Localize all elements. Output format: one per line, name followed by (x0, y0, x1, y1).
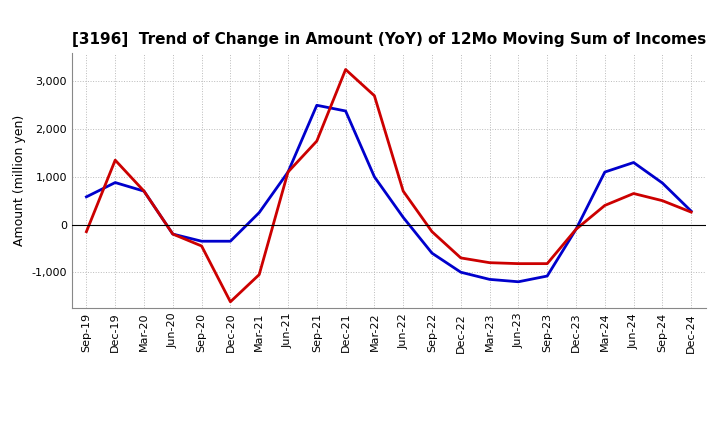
Ordinary Income (485, 277, 494, 282)
Net Income (341, 67, 350, 72)
Net Income (572, 227, 580, 232)
Net Income (687, 209, 696, 215)
Net Income (370, 93, 379, 99)
Ordinary Income (543, 273, 552, 279)
Net Income (197, 243, 206, 249)
Net Income (226, 299, 235, 304)
Ordinary Income (197, 238, 206, 244)
Net Income (600, 203, 609, 208)
Net Income (82, 229, 91, 235)
Line: Net Income: Net Income (86, 70, 691, 302)
Ordinary Income (428, 250, 436, 256)
Ordinary Income (341, 108, 350, 114)
Ordinary Income (111, 180, 120, 185)
Net Income (514, 261, 523, 266)
Net Income (658, 198, 667, 203)
Ordinary Income (658, 180, 667, 186)
Net Income (140, 188, 148, 194)
Net Income (456, 255, 465, 260)
Net Income (543, 261, 552, 266)
Net Income (629, 191, 638, 196)
Ordinary Income (82, 194, 91, 199)
Line: Ordinary Income: Ordinary Income (86, 105, 691, 282)
Ordinary Income (687, 209, 696, 214)
Net Income (284, 169, 292, 175)
Ordinary Income (168, 231, 177, 237)
Ordinary Income (399, 215, 408, 220)
Y-axis label: Amount (million yen): Amount (million yen) (13, 115, 26, 246)
Net Income (111, 158, 120, 163)
Ordinary Income (284, 169, 292, 175)
Net Income (168, 231, 177, 237)
Ordinary Income (514, 279, 523, 284)
Ordinary Income (572, 227, 580, 232)
Title: [3196]  Trend of Change in Amount (YoY) of 12Mo Moving Sum of Incomes: [3196] Trend of Change in Amount (YoY) o… (72, 33, 706, 48)
Ordinary Income (600, 169, 609, 175)
Net Income (428, 229, 436, 235)
Net Income (312, 139, 321, 144)
Ordinary Income (226, 238, 235, 244)
Ordinary Income (456, 270, 465, 275)
Net Income (485, 260, 494, 265)
Ordinary Income (140, 188, 148, 194)
Ordinary Income (255, 210, 264, 215)
Net Income (255, 272, 264, 277)
Ordinary Income (629, 160, 638, 165)
Ordinary Income (370, 174, 379, 180)
Net Income (399, 188, 408, 194)
Ordinary Income (312, 103, 321, 108)
